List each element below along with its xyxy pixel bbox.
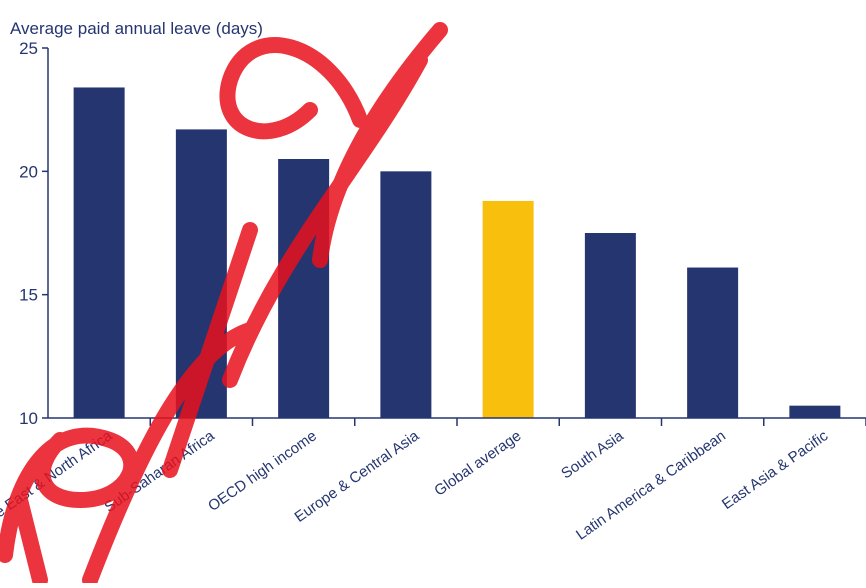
x-tick-label: Global average bbox=[431, 427, 524, 499]
watermark-stroke bbox=[162, 222, 258, 478]
y-tick-label: 10 bbox=[19, 409, 38, 428]
x-axis-ticks bbox=[149, 418, 866, 426]
watermark-stroke bbox=[0, 427, 140, 563]
x-tick-label: South Asia bbox=[558, 427, 627, 482]
bar-global-average bbox=[482, 200, 534, 418]
bar-south-asia bbox=[584, 233, 636, 418]
bar-east-asia-pacific bbox=[789, 405, 841, 418]
x-tick-label: OECD high income bbox=[205, 427, 320, 515]
y-tick-label: 25 bbox=[19, 39, 38, 58]
x-tick-label: East Asia & Pacific bbox=[719, 427, 832, 513]
bar-oecd-high-income bbox=[278, 159, 330, 418]
y-tick-label: 20 bbox=[19, 162, 38, 181]
watermark-stroke bbox=[222, 52, 428, 388]
y-tick-label: 15 bbox=[19, 286, 38, 305]
watermark-stroke bbox=[219, 37, 368, 140]
watermark-stroke bbox=[12, 492, 48, 588]
y-axis-title: Average paid annual leave (days) bbox=[10, 19, 263, 38]
bar-middle-east-north-africa bbox=[73, 87, 125, 418]
watermark-stroke bbox=[312, 22, 448, 268]
bar-latin-america-caribbean bbox=[687, 267, 739, 418]
bars-group bbox=[73, 87, 841, 418]
watermark-logo bbox=[0, 22, 448, 588]
bar-europe-central-asia bbox=[380, 171, 432, 418]
watermark-stroke bbox=[82, 322, 258, 588]
y-axis-ticks: 10 15 20 25 bbox=[19, 39, 48, 428]
